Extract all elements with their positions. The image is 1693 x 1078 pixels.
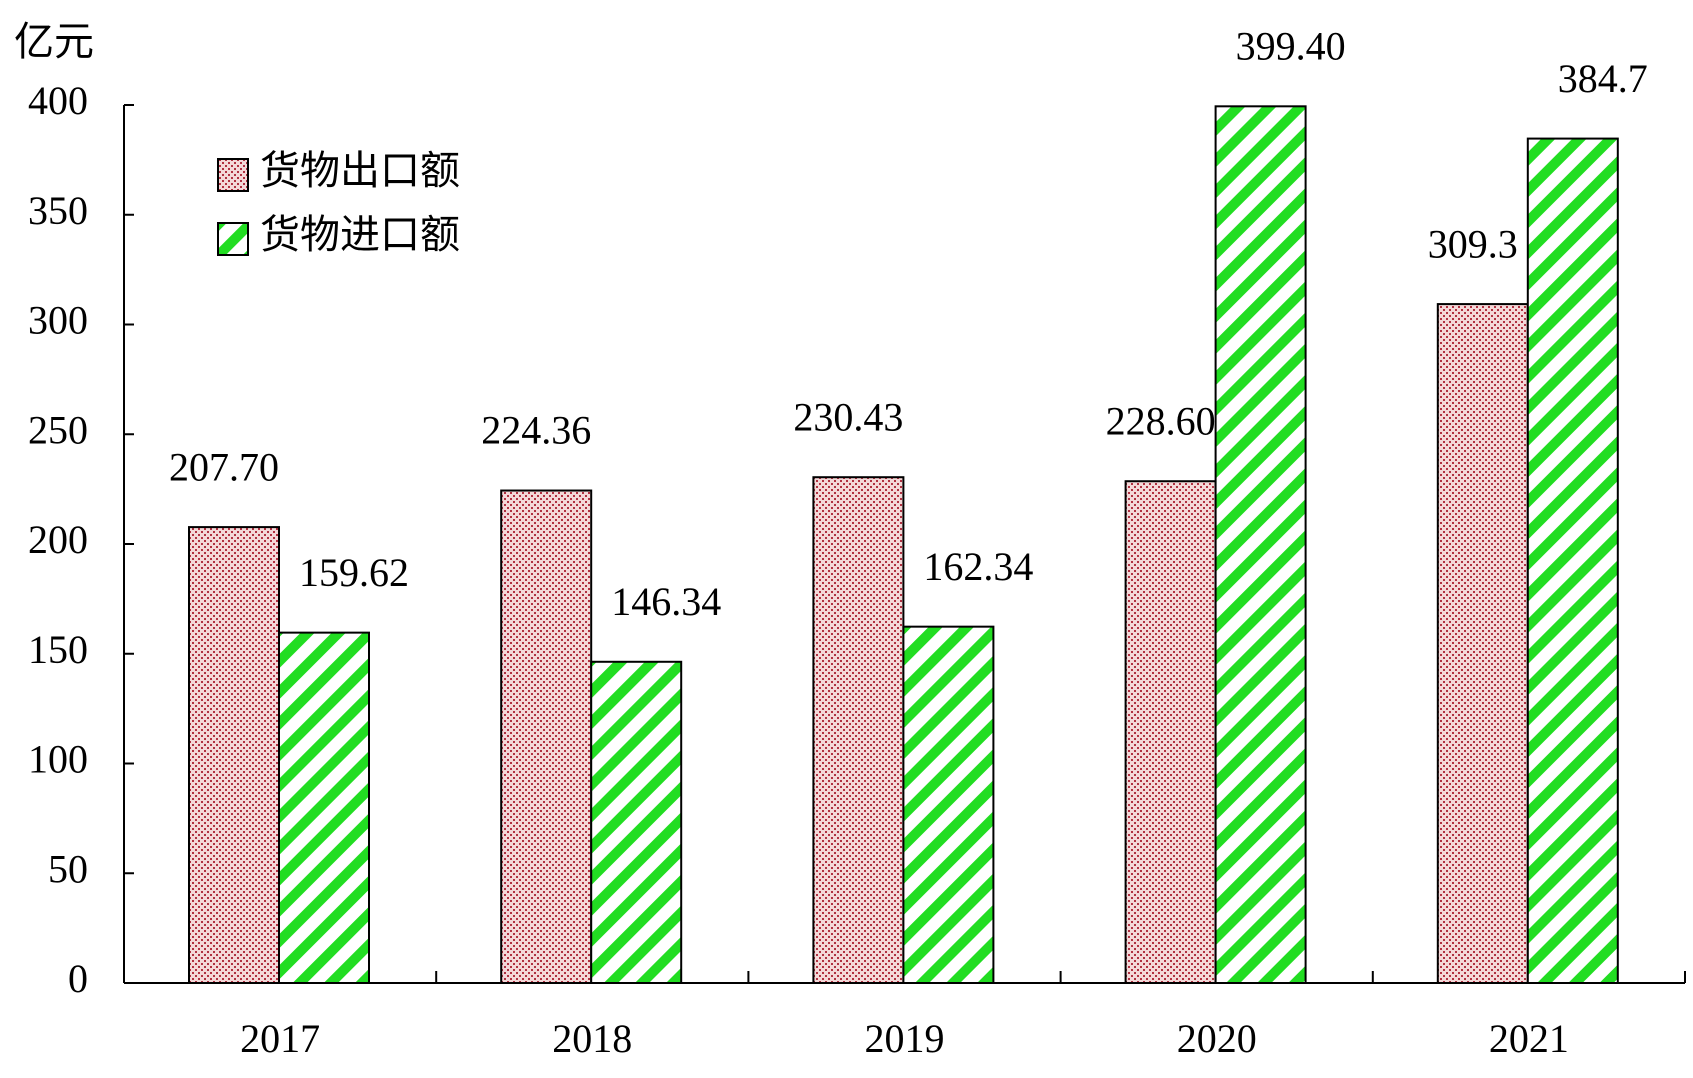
legend-swatch [217, 222, 249, 256]
value-label: 309.3 [1428, 221, 1518, 266]
bar [1436, 303, 1529, 984]
bar [1526, 137, 1619, 984]
y-tick-label: 150 [28, 627, 88, 672]
value-label: 146.34 [611, 579, 721, 624]
x-tick-label: 2017 [240, 1016, 320, 1061]
legend-swatch [217, 158, 249, 192]
y-tick-label: 0 [68, 956, 88, 1001]
value-label: 162.34 [923, 544, 1033, 589]
legend-label: 货物进口额 [260, 212, 460, 257]
y-tick-label: 200 [28, 517, 88, 562]
bar [1214, 105, 1307, 984]
bar [278, 631, 370, 984]
x-tick-label: 2019 [865, 1016, 945, 1061]
y-axis-label: 亿元 [14, 19, 94, 64]
x-tick-label: 2021 [1489, 1016, 1569, 1061]
value-label: 228.60 [1106, 398, 1216, 443]
x-tick-label: 2020 [1177, 1016, 1257, 1061]
value-label: 159.62 [299, 550, 409, 595]
bar [812, 476, 905, 984]
value-label: 207.70 [169, 444, 279, 489]
value-label: 399.40 [1236, 23, 1346, 68]
x-tick-label: 2018 [552, 1016, 632, 1061]
y-tick-label: 250 [28, 407, 88, 452]
bar [500, 489, 593, 984]
y-tick-label: 300 [28, 298, 88, 343]
bar [590, 660, 683, 984]
legend-label: 货物出口额 [260, 148, 460, 193]
bar [902, 625, 995, 984]
y-tick-label: 100 [28, 737, 88, 782]
y-tick-label: 400 [28, 78, 88, 123]
y-tick-label: 350 [28, 188, 88, 233]
bar [1124, 480, 1217, 984]
value-label: 224.36 [481, 408, 591, 453]
bar [188, 526, 280, 984]
value-label: 384.7 [1558, 56, 1648, 101]
y-tick-label: 50 [48, 846, 88, 891]
value-label: 230.43 [793, 394, 903, 439]
